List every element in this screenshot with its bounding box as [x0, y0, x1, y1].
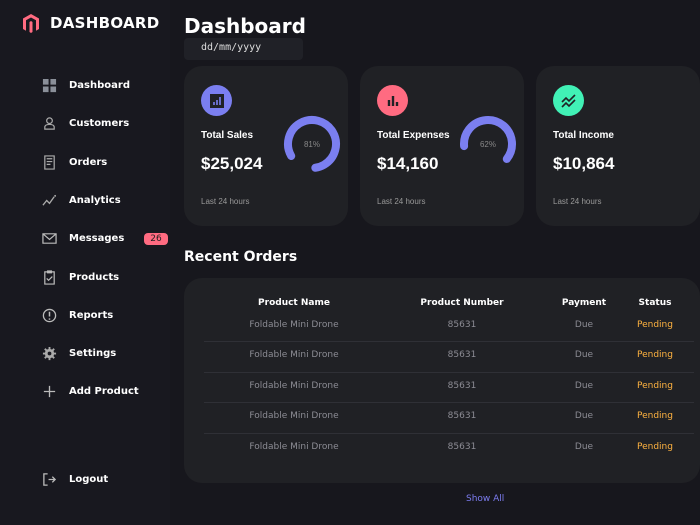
card-footer: Last 24 hours [201, 197, 250, 206]
grid-icon [42, 78, 57, 93]
progress-donut: 81% [284, 116, 340, 172]
table-row[interactable]: Foldable Mini Drone 85631 Due Pending [204, 320, 694, 350]
product-name-cell: Foldable Mini Drone [249, 411, 339, 422]
header-payment: Payment [561, 298, 607, 308]
card-title: Total Income [553, 130, 614, 141]
product-number-cell: 85631 [447, 441, 477, 452]
card-icon [377, 85, 408, 116]
sidebar-item-products[interactable]: Products [42, 269, 120, 285]
card-total-sales: Total Sales $25,024 81% Last 24 hours [184, 66, 348, 226]
payment-cell: Due [574, 411, 594, 422]
logout-label: Logout [69, 474, 109, 485]
card-total-income: Total Income $10,864 Last 24 hours [536, 66, 700, 226]
payment-cell: Due [574, 350, 594, 361]
status-cell: Pending [637, 320, 673, 330]
product-name-cell: Foldable Mini Drone [249, 441, 339, 452]
card-title: Total Sales [201, 130, 254, 141]
table-header: Product Name Product Number Payment Stat… [204, 298, 694, 328]
payment-cell: Due [574, 441, 594, 452]
sidebar-item-label: Customers [69, 118, 130, 130]
logout-button[interactable]: Logout [42, 472, 108, 487]
donut-percent: 81% [304, 140, 320, 149]
card-icon [553, 85, 584, 116]
sidebar-item-label: Analytics [69, 194, 121, 206]
brand-name: DASHBOARD [50, 14, 160, 32]
receipt-icon [44, 154, 55, 170]
gear-icon [42, 347, 57, 361]
sidebar-item-add-product[interactable]: Add Product [42, 384, 139, 399]
card-footer: Last 24 hours [377, 197, 426, 206]
plus-icon [43, 386, 56, 398]
card-value: $25,024 [201, 154, 263, 173]
sidebar-item-settings[interactable]: Settings [42, 346, 116, 361]
product-number-cell: 85631 [447, 320, 477, 330]
header-status: Status [638, 298, 672, 308]
sidebar-item-dashboard[interactable]: Dashboard [42, 78, 130, 93]
sidebar-item-label: Messages [69, 233, 125, 245]
card-footer: Last 24 hours [553, 197, 602, 206]
product-number-cell: 85631 [447, 411, 477, 422]
recent-orders-table: Product Name Product Number Payment Stat… [184, 278, 700, 483]
page-title: Dashboard [184, 14, 306, 38]
payment-cell: Due [574, 380, 594, 391]
sidebar-item-label: Settings [69, 348, 117, 360]
bar-chart-icon [387, 95, 398, 106]
sidebar-item-reports[interactable]: Reports [42, 308, 113, 323]
trending-icon [560, 93, 576, 108]
clipboard-icon [44, 269, 55, 285]
alert-icon [42, 308, 57, 323]
card-icon [201, 85, 232, 116]
sidebar-item-label: Reports [69, 309, 114, 321]
bar-chart-icon [209, 93, 224, 108]
progress-donut: 62% [460, 116, 516, 172]
date-input[interactable]: dd/mm/yyyy [184, 38, 303, 60]
sidebar-item-label: Add Product [69, 386, 139, 398]
product-number-cell: 85631 [447, 350, 477, 361]
person-icon [44, 117, 55, 131]
table-row[interactable]: Foldable Mini Drone 85631 Due Pending [204, 432, 694, 463]
sidebar-item-label: Products [69, 271, 120, 283]
sidebar-item-orders[interactable]: Orders [42, 154, 108, 170]
brand-logo[interactable]: DASHBOARD [22, 13, 160, 33]
product-name-cell: Foldable Mini Drone [249, 320, 339, 330]
sidebar-item-messages[interactable]: Messages 26 [42, 231, 168, 246]
recent-orders-title: Recent Orders [184, 249, 298, 265]
table-row[interactable]: Foldable Mini Drone 85631 Due Pending [204, 341, 694, 371]
card-value: $10,864 [553, 154, 615, 173]
donut-percent: 62% [480, 140, 496, 149]
card-title: Total Expenses [377, 130, 450, 141]
donut-arc [284, 116, 340, 172]
sidebar: DASHBOARD Dashboard Customers Orders Ana… [0, 0, 170, 525]
show-all-link[interactable]: Show All [466, 494, 505, 504]
card-total-expenses: Total Expenses $14,160 62% Last 24 hours [360, 66, 524, 226]
table-row[interactable]: Foldable Mini Drone 85631 Due Pending [204, 402, 694, 432]
status-cell: Pending [637, 441, 673, 452]
sidebar-item-label: Orders [69, 156, 108, 168]
header-product-name: Product Name [258, 298, 330, 308]
header-product-number: Product Number [420, 298, 504, 308]
sidebar-item-analytics[interactable]: Analytics [42, 193, 121, 208]
product-name-cell: Foldable Mini Drone [249, 350, 339, 361]
status-cell: Pending [637, 350, 673, 361]
status-cell: Pending [637, 380, 673, 391]
product-number-cell: 85631 [447, 380, 477, 391]
sidebar-item-customers[interactable]: Customers [42, 116, 129, 131]
logo-icon [23, 14, 39, 33]
sidebar-item-label: Dashboard [69, 80, 130, 91]
mail-icon [42, 233, 57, 244]
logout-icon [43, 473, 57, 486]
status-cell: Pending [637, 411, 673, 422]
product-name-cell: Foldable Mini Drone [249, 380, 339, 391]
card-value: $14,160 [377, 154, 439, 173]
analytics-icon [42, 194, 57, 206]
donut-arc [460, 116, 516, 172]
payment-cell: Due [574, 320, 594, 330]
messages-badge: 26 [144, 232, 168, 245]
table-row[interactable]: Foldable Mini Drone 85631 Due Pending [204, 371, 694, 402]
